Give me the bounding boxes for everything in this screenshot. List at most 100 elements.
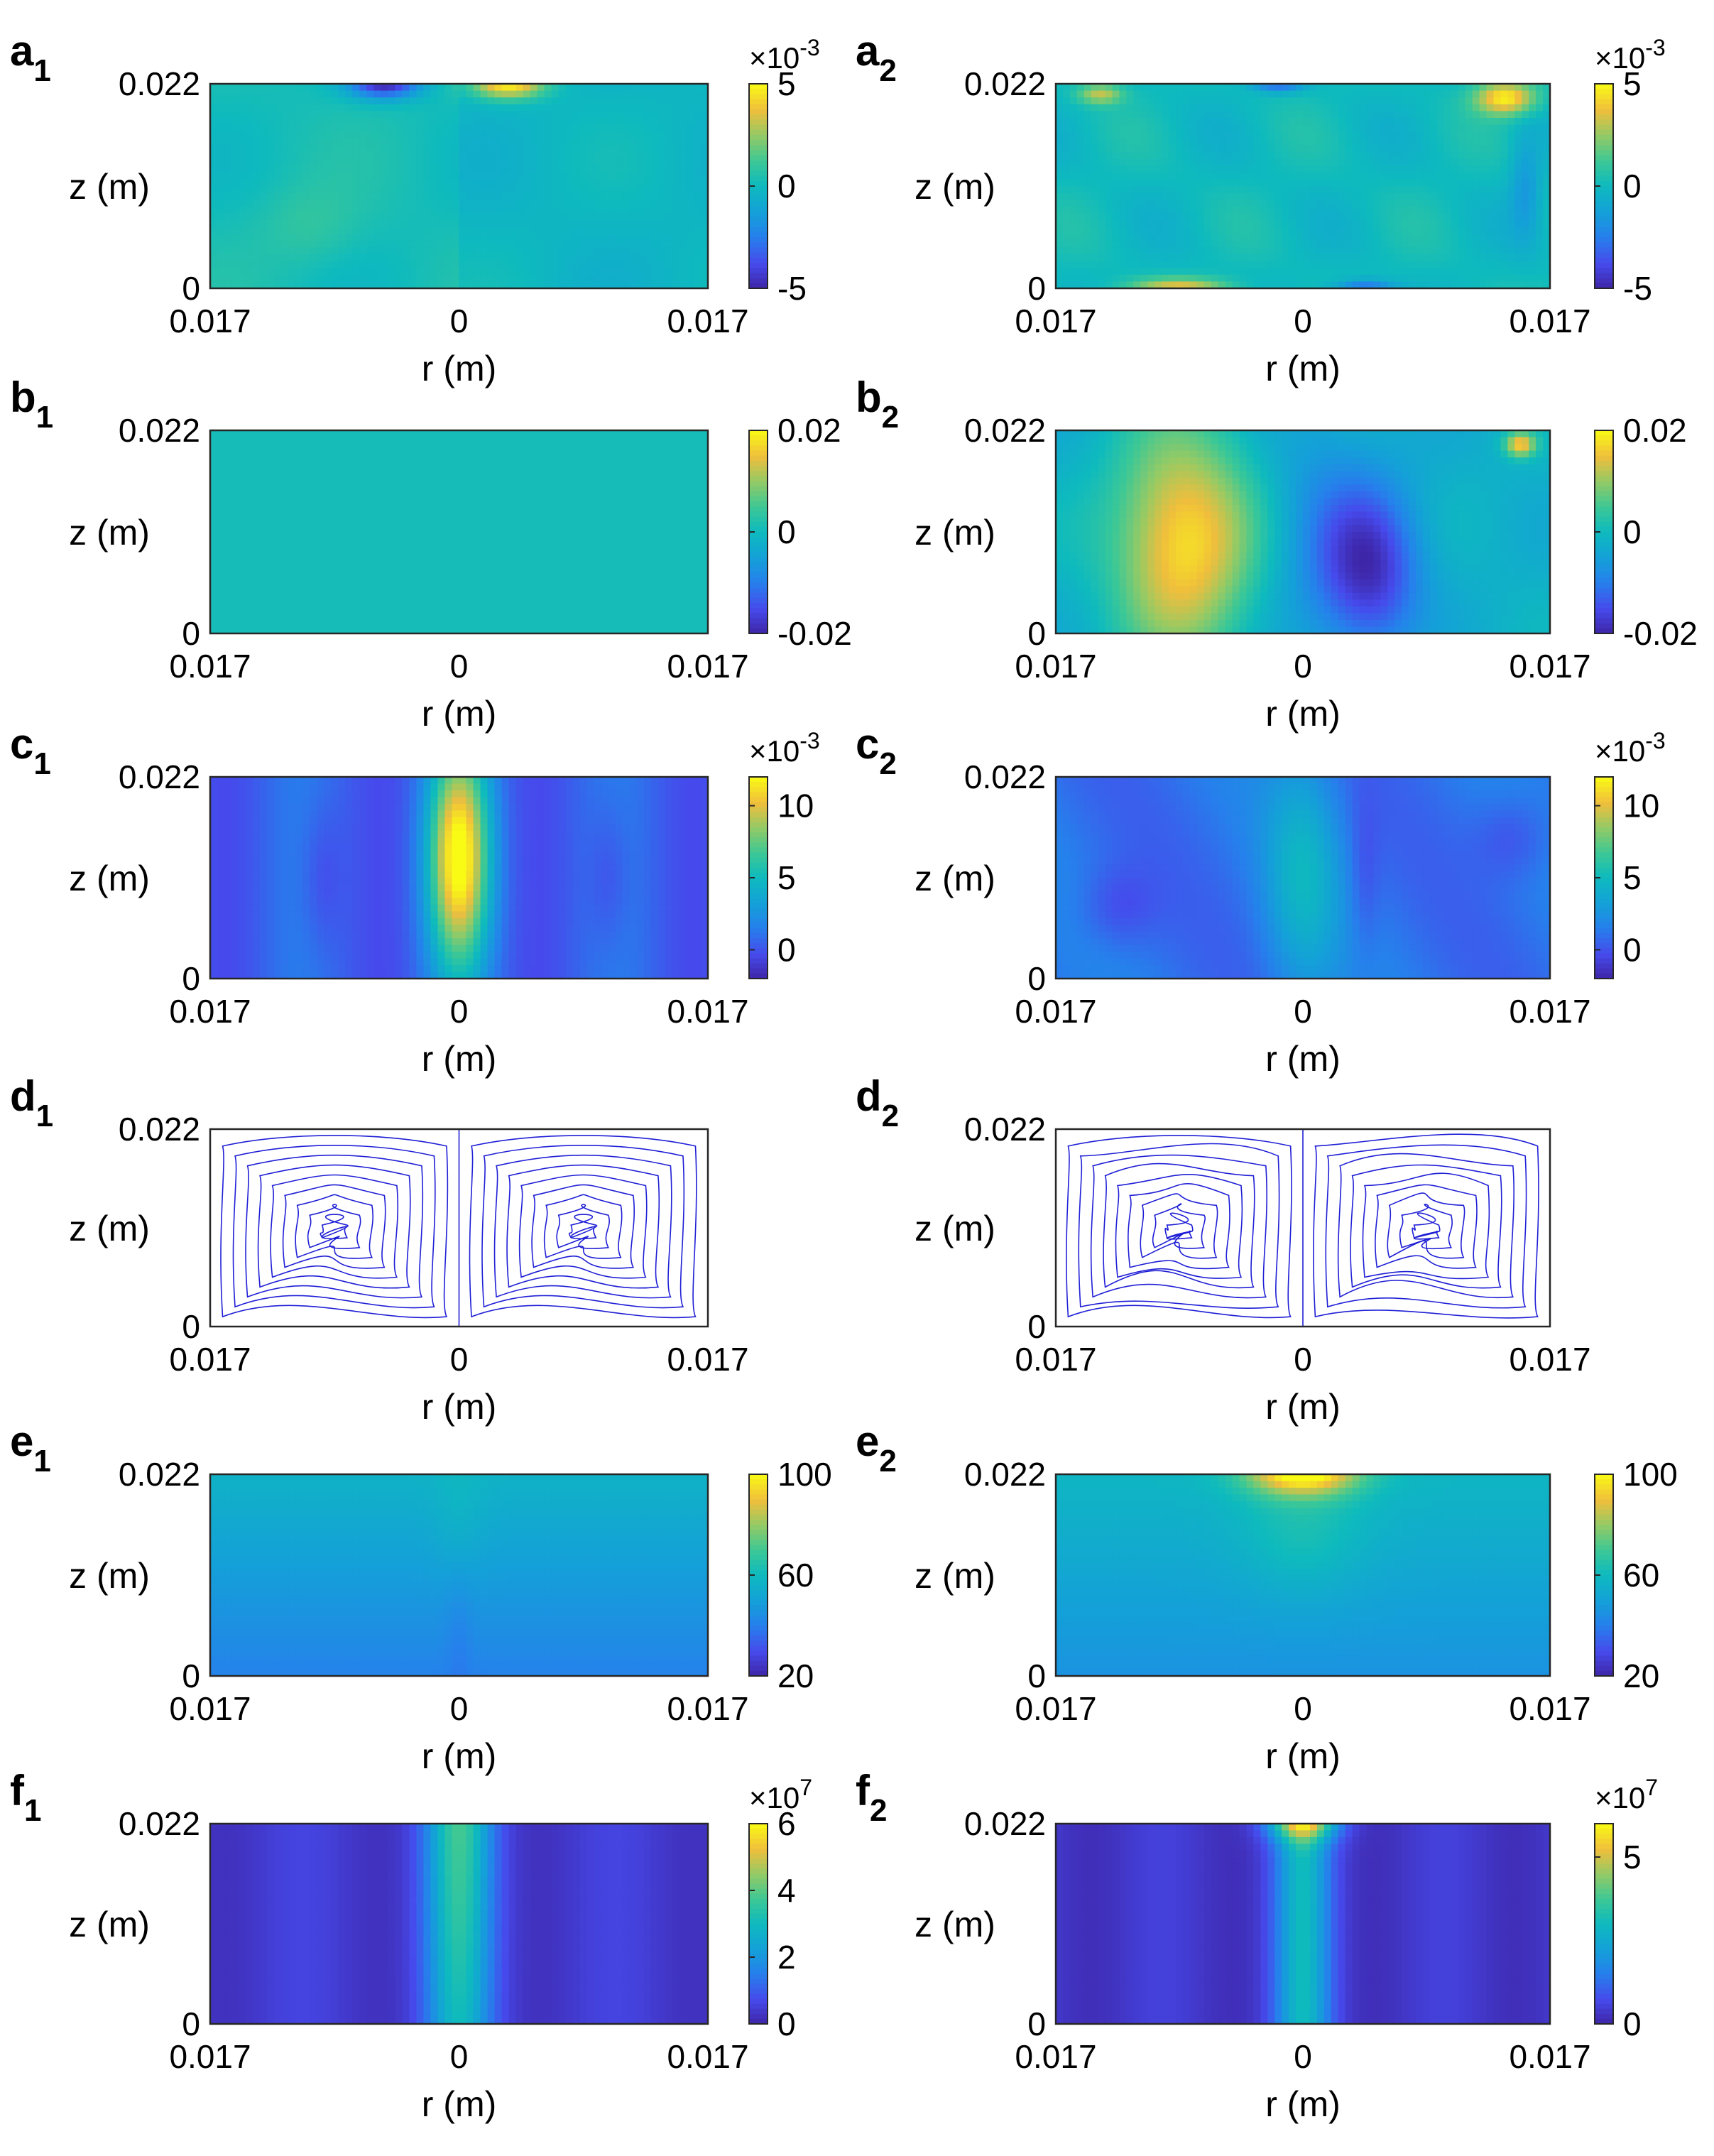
heatmap-cell: [637, 186, 645, 193]
heatmap-cell: [217, 566, 225, 573]
heatmap-cell: [1056, 234, 1064, 241]
heatmap-cell: [1487, 125, 1495, 132]
heatmap-cell: [1480, 159, 1488, 166]
heatmap-cell: [1063, 220, 1071, 227]
heatmap-cell: [1084, 118, 1092, 125]
heatmap-cell: [502, 111, 510, 118]
heatmap-cell: [1451, 213, 1459, 220]
heatmap-cell: [1536, 118, 1544, 125]
heatmap-cell: [217, 586, 225, 593]
heatmap-cell: [488, 125, 496, 132]
heatmap-cell: [1113, 193, 1120, 200]
heatmap-cell: [630, 131, 638, 138]
heatmap-cell: [281, 165, 289, 173]
heatmap-cell: [1226, 111, 1233, 118]
heatmap-cell: [1190, 152, 1198, 159]
heatmap-cell: [267, 464, 275, 472]
heatmap-cell: [288, 275, 296, 282]
heatmap-cell: [345, 451, 353, 458]
heatmap-cell: [1366, 268, 1374, 275]
heatmap-cell: [317, 207, 324, 214]
heatmap-cell: [459, 220, 467, 227]
heatmap-cell: [1176, 111, 1184, 118]
heatmap-cell: [1119, 91, 1127, 98]
heatmap-cell: [437, 261, 445, 268]
heatmap-cell: [474, 247, 481, 254]
heatmap-cell: [295, 451, 303, 458]
heatmap-cell: [217, 484, 225, 491]
heatmap-cell: [1380, 165, 1388, 173]
heatmap-cell: [231, 213, 239, 220]
heatmap-cell: [1296, 261, 1304, 268]
heatmap-cell: [1303, 227, 1311, 234]
heatmap-cell: [1176, 268, 1184, 275]
heatmap-cell: [1465, 165, 1473, 173]
heatmap-cell: [1409, 193, 1416, 200]
heatmap-cell: [1253, 193, 1261, 200]
heatmap-cell: [388, 261, 395, 268]
heatmap-cell: [345, 179, 353, 186]
heatmap-cell: [651, 241, 659, 248]
heatmap-cell: [1253, 111, 1261, 118]
heatmap-cell: [1394, 261, 1402, 268]
heatmap-cell: [1529, 91, 1536, 98]
heatmap-cell: [302, 478, 310, 485]
heatmap-cell: [1345, 165, 1353, 173]
heatmap-cell: [1119, 193, 1127, 200]
heatmap-cell: [352, 511, 360, 518]
heatmap-cell: [537, 247, 545, 254]
heatmap-cell: [366, 193, 374, 200]
heatmap-cell: [1437, 118, 1445, 125]
heatmap-cell: [274, 539, 282, 546]
heatmap-cell: [295, 268, 303, 275]
heatmap-cell: [338, 241, 346, 248]
heatmap-cell: [1233, 152, 1240, 159]
heatmap-cell: [366, 464, 374, 472]
heatmap-cell: [587, 179, 595, 186]
heatmap-cell: [1147, 179, 1155, 186]
heatmap-cell: [224, 593, 232, 600]
heatmap-cell: [409, 179, 417, 186]
heatmap-cell: [1536, 234, 1544, 241]
heatmap-cell: [1536, 173, 1544, 180]
heatmap-cell: [1380, 84, 1388, 91]
heatmap-cell: [1500, 152, 1508, 159]
heatmap-cell: [345, 457, 353, 464]
heatmap-cell: [388, 104, 395, 111]
heatmap-cell: [1353, 173, 1360, 180]
heatmap-cell: [580, 84, 588, 91]
heatmap-cell: [580, 254, 588, 261]
heatmap-cell: [552, 145, 559, 152]
heatmap-cell: [1296, 159, 1304, 166]
heatmap-cell: [288, 478, 296, 485]
heatmap-cell: [1303, 165, 1311, 173]
heatmap-cell: [288, 145, 296, 152]
heatmap-cell: [1183, 104, 1191, 111]
heatmap-cell: [587, 131, 595, 138]
heatmap-cell: [537, 159, 545, 166]
heatmap-cell: [1338, 145, 1346, 152]
heatmap-cell: [1233, 179, 1240, 186]
heatmap-cell: [1451, 111, 1459, 118]
heatmap-cell: [1218, 247, 1226, 254]
heatmap-cell: [1233, 227, 1240, 234]
heatmap-cell: [1473, 200, 1480, 207]
heatmap-cell: [338, 213, 346, 220]
heatmap-cell: [1246, 84, 1254, 91]
heatmap-cell: [345, 566, 353, 573]
heatmap-cell: [1176, 227, 1184, 234]
heatmap-cell: [552, 234, 559, 241]
heatmap-cell: [359, 505, 367, 512]
heatmap-cell: [1387, 91, 1395, 98]
heatmap-cell: [1387, 104, 1395, 111]
heatmap-cell: [1324, 213, 1332, 220]
heatmap-cell: [231, 471, 239, 478]
heatmap-cell: [1522, 145, 1529, 152]
heatmap-cell: [1380, 91, 1388, 98]
heatmap-cell: [1070, 261, 1078, 268]
colorbar-tick-label: -5: [1623, 270, 1652, 307]
heatmap-cell: [302, 599, 310, 606]
heatmap-cell: [288, 620, 296, 627]
heatmap-cell: [1317, 125, 1325, 132]
heatmap-cell: [1133, 91, 1141, 98]
